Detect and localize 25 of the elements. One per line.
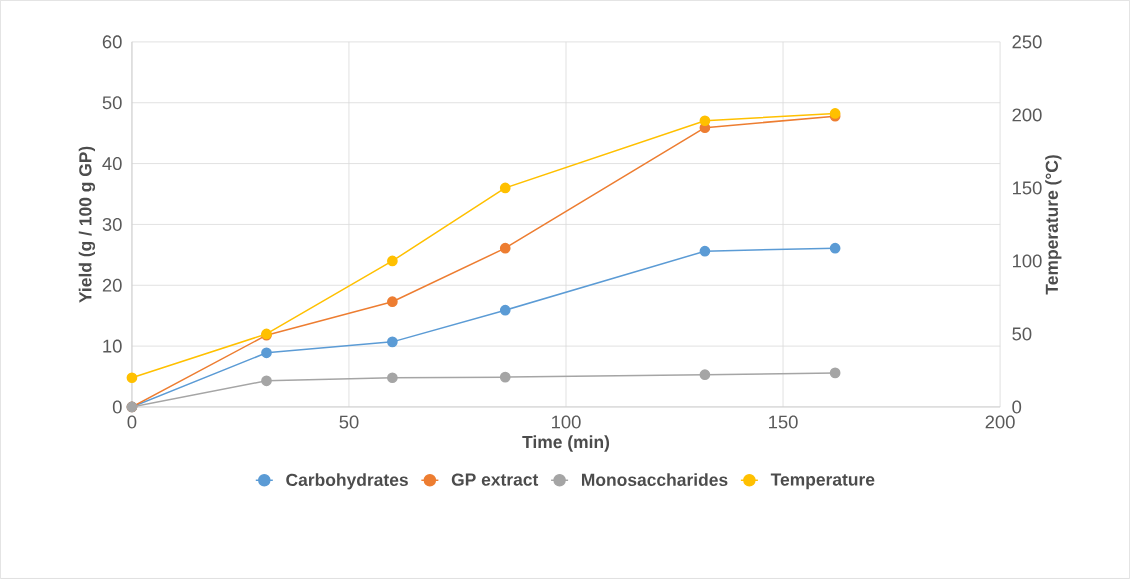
y2-tick-label: 150 (1013, 181, 1042, 195)
y2-tick-label: 200 (1012, 108, 1042, 122)
y-axis-title: Yield (g / 100 g GP) (78, 146, 96, 303)
y-tick-label: 0 (112, 400, 122, 414)
legend-label: Monosaccharides (582, 473, 728, 487)
legend-label: GP extract (451, 473, 539, 486)
y-tick-label: 40 (102, 157, 122, 171)
x-tick-label: 50 (339, 415, 359, 429)
legend-label: Temperature (770, 473, 875, 490)
x-tick-label: 100 (552, 415, 581, 429)
y2-tick-label: 0 (1012, 400, 1022, 414)
y-tick-label: 60 (102, 35, 122, 49)
x-tick-label: 200 (985, 415, 1015, 429)
x-tick-label: 150 (769, 415, 798, 429)
x-tick-label: 0 (127, 415, 137, 429)
y-tick-label: 50 (102, 96, 122, 110)
y2-tick-label: 100 (1013, 254, 1042, 268)
y2-tick-label: 250 (1012, 35, 1042, 49)
y2-tick-label: 50 (1012, 327, 1032, 341)
y-tick-label: 30 (102, 217, 122, 232)
legend-label: Carbohydrates (286, 473, 408, 490)
y-tick-label: 10 (103, 339, 122, 353)
y-tick-label: 20 (102, 278, 122, 292)
x-axis-title: Time (min) (522, 435, 610, 452)
y2-axis-title: Temperature (°C) (1045, 155, 1062, 295)
